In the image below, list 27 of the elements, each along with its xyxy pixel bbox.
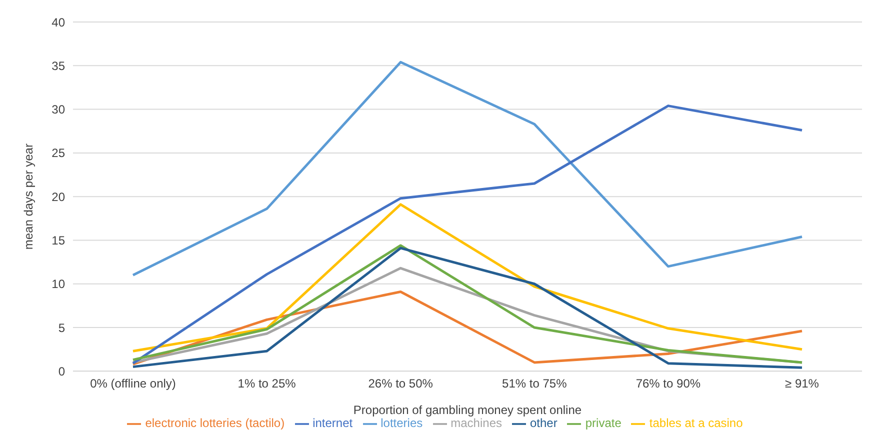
y-tick-label: 5 <box>58 320 66 335</box>
legend-label: electronic lotteries (tactilo) <box>145 416 285 430</box>
y-tick-label: 0 <box>58 364 66 378</box>
x-tick-label: 0% (offline only) <box>90 376 176 391</box>
x-tick-label: 76% to 90% <box>636 376 701 391</box>
y-tick-label: 30 <box>52 102 66 117</box>
x-tick-label: 1% to 25% <box>238 376 296 391</box>
y-tick-label: 35 <box>52 58 66 73</box>
line-series <box>132 203 804 352</box>
legend-label: tables at a casino <box>649 416 743 430</box>
x-tick-label: 26% to 50% <box>368 376 434 391</box>
legend-label: machines <box>450 416 502 430</box>
legend-label: internet <box>312 416 353 430</box>
x-tick-label: ≥ 91% <box>785 376 820 391</box>
y-tick-label: 15 <box>52 233 66 248</box>
line-series <box>132 104 804 365</box>
y-axis-title: mean days per year <box>21 144 36 250</box>
legend-label: private <box>585 416 622 430</box>
x-tick-label: 51% to 75% <box>502 376 568 391</box>
y-tick-label: 20 <box>52 190 66 204</box>
y-tick-label: 25 <box>52 146 66 160</box>
line-series <box>132 60 804 276</box>
x-axis-title: Proportion of gambling money spent online <box>353 403 582 418</box>
y-tick-label: 10 <box>52 277 66 292</box>
legend-label: lotteries <box>380 416 423 430</box>
y-tick-label: 40 <box>52 15 66 30</box>
legend-label: other <box>530 416 558 430</box>
